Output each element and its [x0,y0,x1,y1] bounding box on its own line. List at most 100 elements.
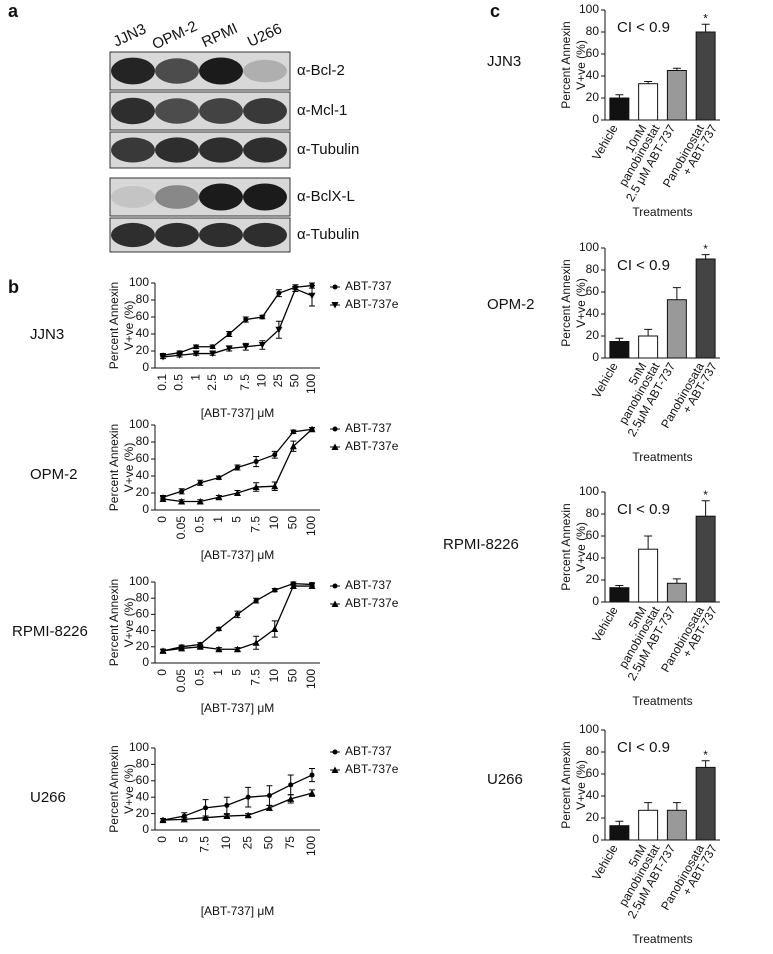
bar [638,83,659,121]
annotation: CI < 0.9 [617,257,670,274]
panel-label: b [8,277,19,297]
marker [176,352,184,359]
legend-marker [332,284,338,290]
error-bar [672,67,681,71]
band [243,137,287,163]
y-tick-label: 40 [136,326,150,340]
y-axis-label: Percent Annexin [559,21,573,108]
x-tick-label: 50 [262,836,276,850]
y-tick-label: 40 [586,306,600,320]
lane-label: U266 [245,20,285,51]
significance: * [703,11,708,25]
significance: * [703,242,708,256]
x-tick-label: 100 [304,836,318,856]
antibody-label: α-Bcl-2 [297,62,345,79]
y-axis-label: Percent Annexin [107,424,121,511]
x-tick-label: Vehicle [589,842,621,883]
marker [224,802,230,808]
marker [180,815,188,823]
x-tick-label: 0 [155,516,169,523]
y-axis-label: V+ve (%) [122,443,136,493]
marker [290,429,296,435]
marker [275,326,283,334]
marker [266,793,272,799]
x-tick-label: 0 [155,836,169,843]
legend-marker [331,766,339,773]
annotation: CI < 0.9 [617,739,670,756]
y-axis-label: V+ve (%) [574,40,588,90]
x-tick-label: 0 [155,669,169,676]
y-tick-label: 20 [586,810,600,824]
legend-marker [331,302,339,309]
y-tick-label: 60 [586,766,600,780]
y-tick-label: 0 [592,832,599,846]
y-tick-label: 80 [136,590,150,604]
error-bar [672,287,681,300]
band [155,222,199,248]
annotation: CI < 0.9 [617,19,670,36]
y-tick-label: 100 [579,2,599,16]
band [199,137,243,163]
bar [666,809,687,841]
antibody-label: α-Tubulin [297,141,359,158]
x-tick-label: 0.5 [172,374,186,391]
marker [179,488,185,494]
y-tick-label: 20 [136,806,150,820]
marker [308,789,316,797]
marker [159,647,167,654]
y-tick-label: 20 [586,572,600,586]
error-bar [672,802,681,811]
marker [289,582,297,590]
legend-label: ABT-737e [345,762,399,776]
y-axis-label: V+ve (%) [122,764,136,814]
y-tick-label: 0 [592,112,599,126]
y-axis-label: V+ve (%) [122,598,136,648]
band [111,97,155,125]
x-tick-label: 0.05 [174,516,188,540]
marker [225,345,233,352]
legend-marker [331,600,339,607]
marker [234,645,241,653]
error-bar [644,328,653,336]
bar [666,299,687,359]
x-axis-label: [ABT-737] μM [201,406,275,420]
marker [223,812,231,820]
x-axis-label: Treatments [632,694,692,708]
row-label: RPMI-8226 [443,536,519,553]
series-line [162,288,313,358]
legend-label: ABT-737e [345,297,399,311]
legend-marker [332,749,338,755]
y-tick-label: 40 [586,550,600,564]
x-tick-label: 50 [288,374,302,388]
bar [609,341,630,359]
y-tick-label: 0 [592,350,599,364]
row-label: RPMI-8226 [12,623,88,640]
y-axis-label: V+ve (%) [574,278,588,328]
y-tick-label: 100 [579,240,599,254]
x-axis-label: [ABT-737] μM [201,548,275,562]
row-label: JJN3 [30,326,64,343]
legend-label: ABT-737e [345,439,399,453]
y-tick-label: 100 [129,275,149,289]
band [199,98,243,124]
x-tick-label: 100 [304,516,318,536]
band [111,57,155,85]
x-axis-label: Treatments [632,205,692,219]
marker [252,483,260,491]
marker [215,645,223,653]
x-tick-label: 100 [304,374,318,394]
row-label: U266 [487,771,523,788]
x-tick-label: 1 [211,516,225,523]
marker [288,782,294,788]
row-label: U266 [30,789,66,806]
error-bar [644,802,653,811]
x-axis-label: Treatments [632,450,692,464]
bar [695,31,716,121]
y-tick-label: 80 [586,262,600,276]
y-tick-label: 80 [136,757,150,771]
marker [253,598,259,604]
legend-label: ABT-737e [345,596,399,610]
marker [252,639,260,646]
band [111,137,155,163]
